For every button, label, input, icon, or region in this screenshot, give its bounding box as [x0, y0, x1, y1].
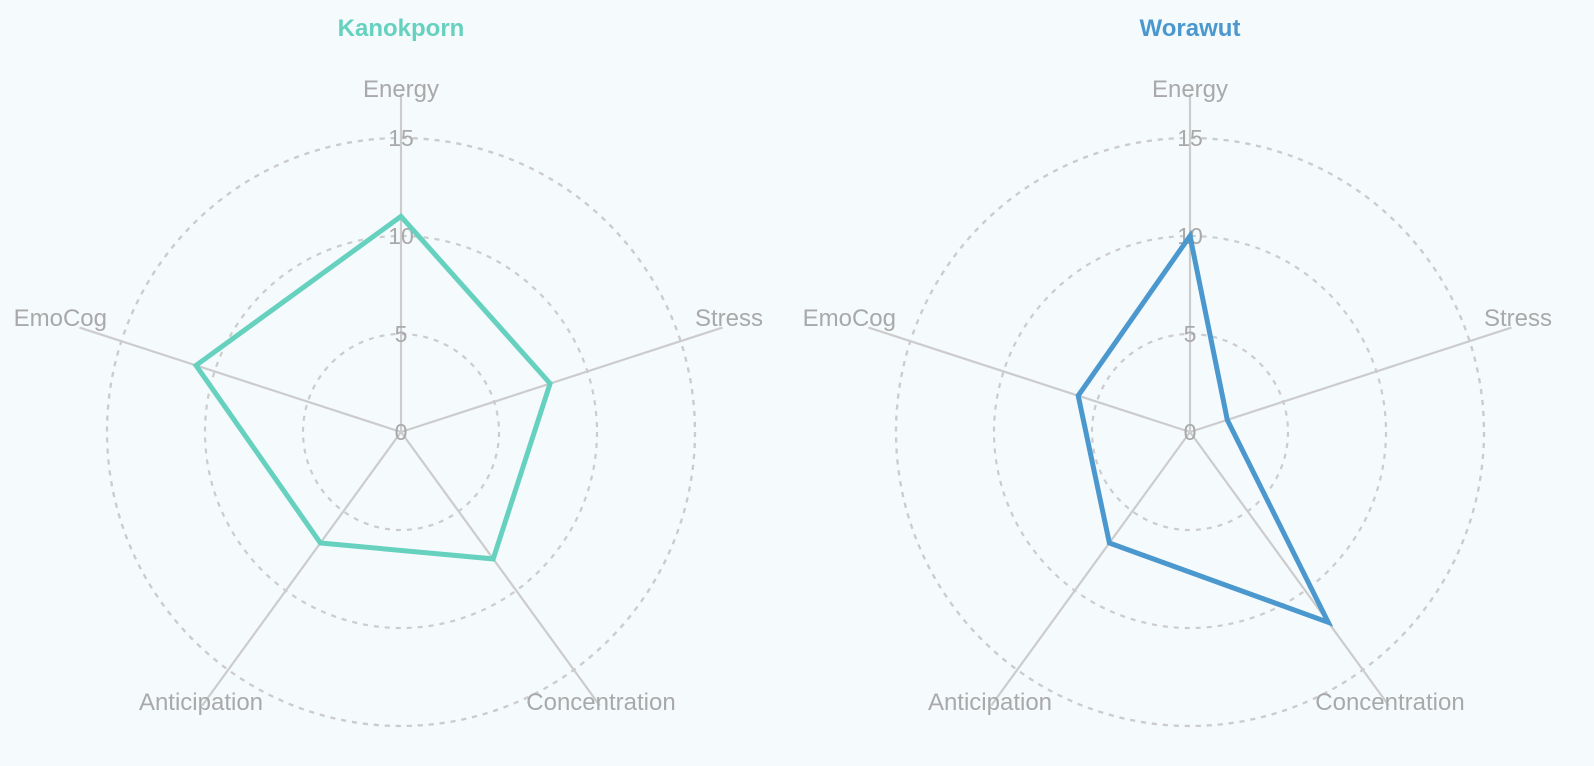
axis-spoke	[201, 431, 402, 707]
tick-label: 15	[1177, 125, 1203, 151]
axis-label: Concentration	[1315, 689, 1464, 716]
axis-spoke	[1189, 431, 1390, 707]
axis-label: Stress	[1484, 305, 1552, 332]
axis-label: Concentration	[526, 689, 675, 716]
axis-spoke	[400, 431, 601, 707]
axis-label: Anticipation	[139, 689, 263, 716]
grid-ring	[1090, 332, 1290, 532]
tick-label: 5	[1184, 321, 1197, 347]
axis-spoke	[79, 326, 402, 434]
axis-spoke	[400, 326, 723, 434]
axis-label: EmoCog	[14, 305, 107, 332]
chart-title: Worawut	[1140, 15, 1241, 42]
grid-ring-outer	[105, 136, 697, 728]
axis-spoke	[868, 326, 1191, 434]
grid-ring	[992, 234, 1388, 630]
grid-ring	[203, 234, 599, 630]
axis-spoke	[1189, 326, 1512, 434]
radar-chart-2: 051015EnergyStressConcentrationAnticipat…	[803, 15, 1552, 728]
axis-label: Energy	[363, 76, 439, 103]
axis-label: Anticipation	[928, 689, 1052, 716]
tick-label: 5	[395, 321, 408, 347]
grid-ring-outer	[894, 136, 1486, 728]
series-line	[192, 213, 553, 562]
chart-title: Kanokporn	[338, 15, 465, 42]
axis-spoke	[990, 431, 1191, 707]
grid-ring	[301, 332, 501, 532]
axis-label: Stress	[695, 305, 763, 332]
tick-label: 15	[388, 125, 414, 151]
radar-chart-1: 051015EnergyStressConcentrationAnticipat…	[14, 15, 763, 728]
series-line	[1075, 229, 1334, 627]
axis-label: Energy	[1152, 76, 1228, 103]
tick-label: 0	[1184, 419, 1197, 445]
tick-label: 0	[395, 419, 408, 445]
axis-label: EmoCog	[803, 305, 896, 332]
